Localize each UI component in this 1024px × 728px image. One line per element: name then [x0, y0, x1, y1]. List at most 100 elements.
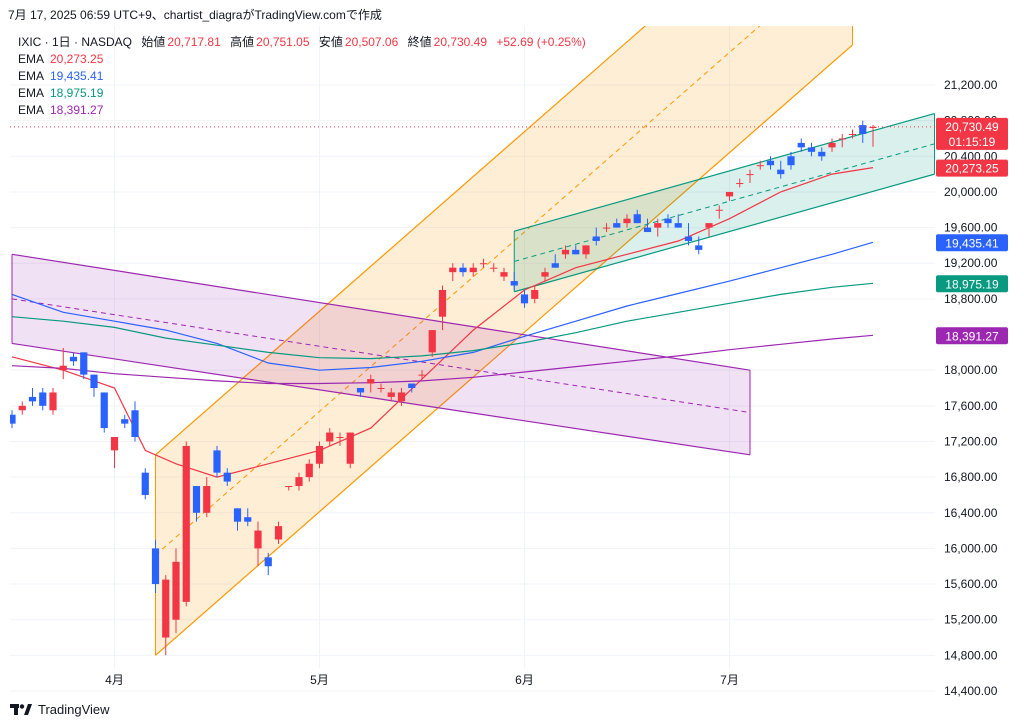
- ema-label: EMA: [18, 103, 45, 117]
- candle-body: [459, 267, 467, 273]
- candle-body: [121, 419, 129, 424]
- candle-body: [828, 142, 836, 148]
- candle-body: [49, 392, 57, 411]
- candle-body: [582, 245, 590, 255]
- y-tick-label: 16,400.00: [944, 506, 998, 520]
- candle-body: [90, 374, 98, 388]
- candle: [356, 388, 365, 397]
- candle: [572, 245, 580, 255]
- ema-row-3[interactable]: EMA 18,975.19: [18, 85, 586, 102]
- candle-body: [541, 272, 549, 277]
- candle: [69, 352, 78, 366]
- candle-body: [838, 138, 846, 140]
- candle: [244, 508, 252, 527]
- symbol-label[interactable]: IXIC · 1日 · NASDAQ: [18, 35, 133, 49]
- last-price-tag-bg: [936, 117, 1008, 150]
- candle-body: [141, 472, 149, 495]
- candle-body: [551, 263, 559, 268]
- candle-body: [449, 267, 457, 273]
- ema4-price-tag-text: 18,391.27: [945, 329, 999, 343]
- candle-body: [295, 477, 303, 487]
- candle: [90, 374, 98, 397]
- countdown-text: 01:15:19: [949, 135, 996, 149]
- ema-row-1[interactable]: EMA 20,273.25: [18, 51, 586, 68]
- candle-body: [684, 236, 693, 241]
- candle: [192, 486, 201, 522]
- candle: [490, 263, 498, 273]
- candle-body: [428, 330, 436, 353]
- candle-body: [182, 445, 190, 602]
- candle: [264, 552, 272, 576]
- candle: [766, 156, 775, 170]
- candle: [715, 205, 723, 219]
- grid: [10, 26, 935, 692]
- candle-body: [80, 352, 88, 375]
- candle: [592, 227, 600, 246]
- candle: [10, 410, 16, 429]
- candle-body: [561, 249, 570, 255]
- tradingview-logo-icon: [10, 703, 32, 715]
- candle: [295, 472, 303, 491]
- candle: [623, 214, 631, 228]
- candle-body: [172, 561, 180, 620]
- candle-body: [356, 388, 365, 393]
- change-value: +52.69 (+0.25%): [496, 35, 586, 49]
- y-tick-label: 15,200.00: [944, 613, 998, 627]
- y-tick-label: 17,200.00: [944, 434, 998, 448]
- candle-body: [695, 245, 703, 250]
- ema-row-2[interactable]: EMA 19,435.41: [18, 68, 586, 85]
- candle: [736, 178, 744, 188]
- candle: [121, 414, 129, 429]
- y-tick-label: 17,600.00: [944, 399, 998, 413]
- candle-body: [859, 125, 867, 135]
- candle: [469, 263, 477, 277]
- candle: [151, 539, 160, 593]
- ema-value: 18,975.19: [50, 86, 104, 100]
- candle-body: [264, 557, 272, 567]
- ema-line-1: [11, 167, 874, 478]
- ema4-price-tag: 18,391.27: [936, 327, 1008, 345]
- candle: [449, 263, 457, 282]
- candle: [746, 169, 754, 184]
- ema-line-2: [11, 241, 874, 371]
- candle: [695, 236, 703, 255]
- candle-body: [848, 134, 857, 136]
- y-tick-label: 16,000.00: [944, 541, 998, 555]
- candle-body: [633, 214, 641, 224]
- y-tick-label: 18,000.00: [944, 363, 998, 377]
- candle-body: [336, 437, 344, 439]
- x-tick-label: 7月: [720, 673, 739, 687]
- ema-row-4[interactable]: EMA 18,391.27: [18, 102, 586, 119]
- ema3-price-tag-text: 18,975.19: [945, 277, 999, 291]
- candle-body: [377, 388, 385, 389]
- candle: [182, 441, 190, 607]
- candle: [520, 289, 529, 308]
- candle: [233, 508, 242, 531]
- candle-body: [203, 486, 211, 513]
- candle: [633, 209, 641, 224]
- candle-body: [100, 392, 108, 429]
- candle: [848, 129, 857, 139]
- candle: [203, 477, 211, 518]
- candle: [684, 223, 693, 246]
- candle: [602, 223, 611, 233]
- candle: [285, 486, 293, 491]
- y-tick-label: 14,400.00: [944, 684, 998, 698]
- candle: [213, 445, 221, 478]
- open-value: 20,717.81: [167, 35, 221, 49]
- candle: [131, 401, 139, 442]
- candle-body: [725, 191, 734, 197]
- high-label: 高値: [230, 35, 255, 49]
- candle-body: [490, 267, 498, 269]
- candle: [438, 285, 447, 331]
- candle-body: [797, 142, 805, 148]
- candle-body: [367, 379, 375, 384]
- ema-line-3: [11, 282, 874, 360]
- candle: [315, 441, 324, 469]
- candle-body: [408, 383, 416, 388]
- y-tick-label: 14,800.00: [944, 648, 998, 662]
- candle-body: [438, 289, 447, 317]
- ema1-price-tag: 20,273.25: [936, 159, 1008, 177]
- candle: [838, 134, 846, 148]
